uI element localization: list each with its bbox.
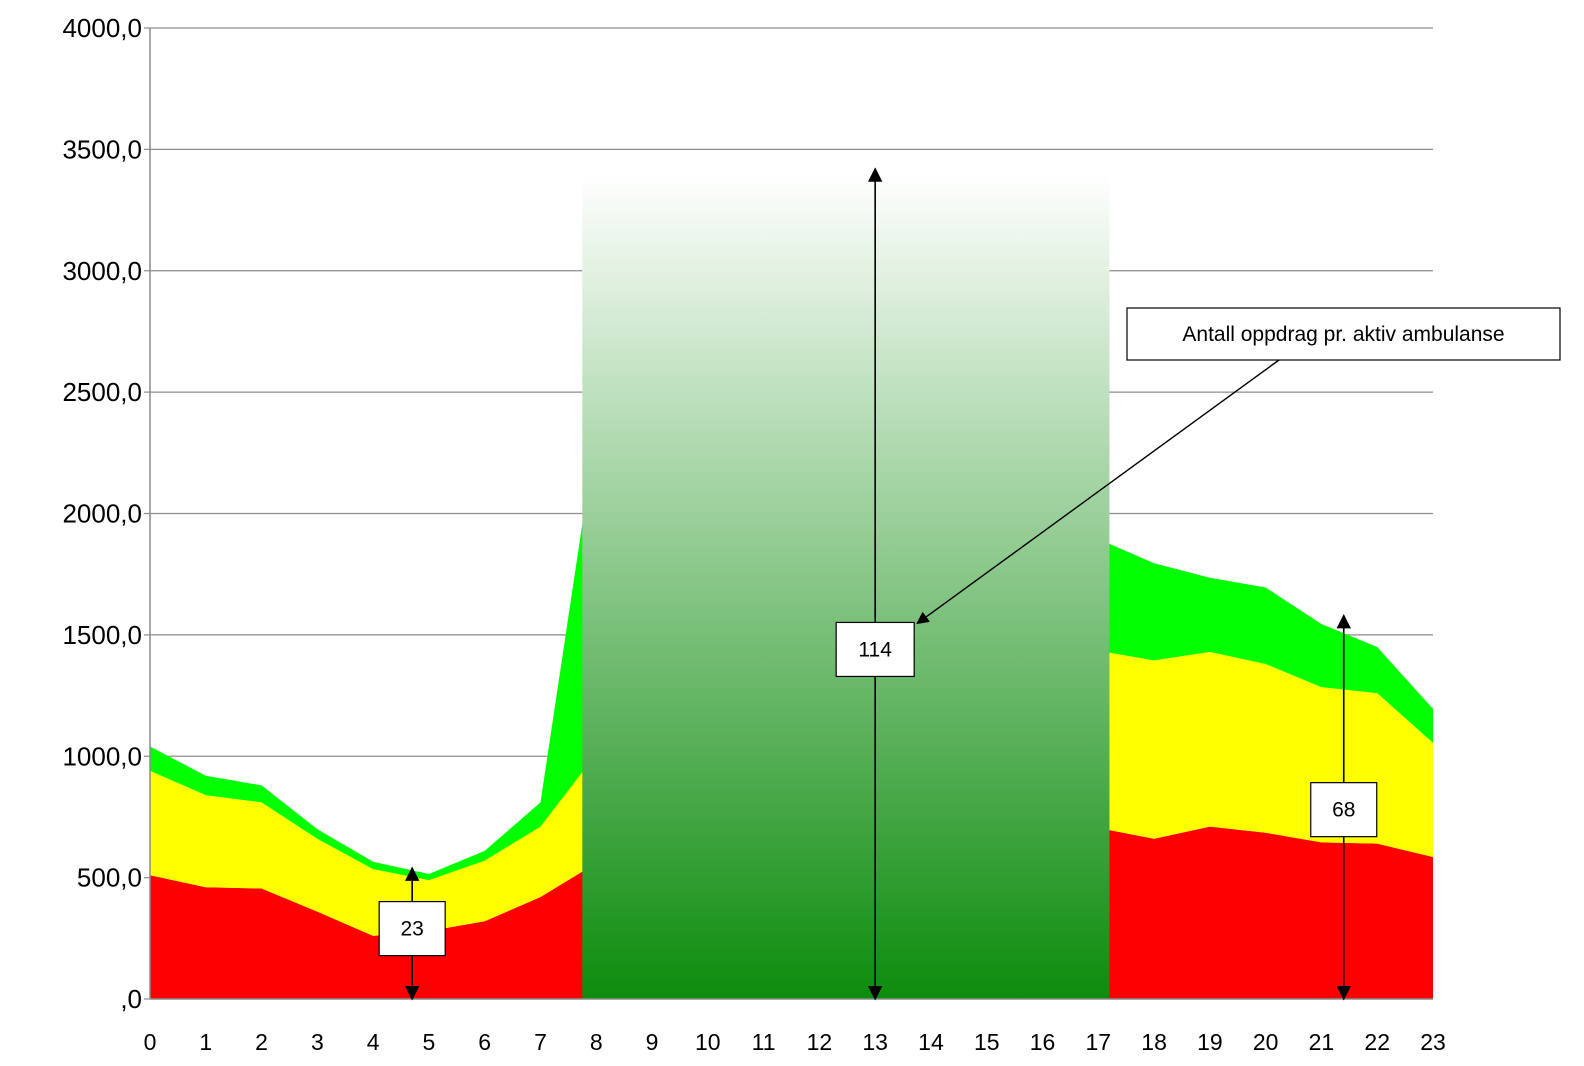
x-tick-label-2: 2 xyxy=(255,1029,268,1055)
callout-box xyxy=(1126,307,1561,361)
x-tick-label-9: 9 xyxy=(646,1029,659,1055)
annotation-label-2: 68 xyxy=(1332,799,1355,822)
axes: ,0500,01000,01500,02000,02500,03000,0350… xyxy=(62,13,1445,1055)
annotation-box-2 xyxy=(1310,782,1378,838)
x-tick-label-5: 5 xyxy=(423,1029,436,1055)
x-tick-label-11: 11 xyxy=(752,1029,776,1055)
x-tick-label-23: 23 xyxy=(1420,1029,1446,1055)
x-tick-label-16: 16 xyxy=(1030,1029,1056,1055)
y-tick-label-8: 4000,0 xyxy=(62,13,142,43)
x-tick-label-7: 7 xyxy=(534,1029,547,1055)
y-tick-label-1: 500,0 xyxy=(77,863,142,893)
y-tick-label-6: 3000,0 xyxy=(62,256,142,286)
x-tick-label-6: 6 xyxy=(478,1029,491,1055)
x-tick-label-19: 19 xyxy=(1197,1029,1223,1055)
callout-text: Antall oppdrag pr. aktiv ambulanse xyxy=(1182,323,1504,346)
overlay-rect xyxy=(582,173,1110,999)
annotation-box-1 xyxy=(378,901,446,957)
x-tick-label-18: 18 xyxy=(1141,1029,1167,1055)
annotation-label-1: 23 xyxy=(400,918,423,941)
x-tick-label-21: 21 xyxy=(1309,1029,1335,1055)
gradient-overlay xyxy=(582,173,1110,999)
annotation-label-0: 114 xyxy=(858,638,892,661)
x-tick-label-3: 3 xyxy=(311,1029,324,1055)
x-tick-label-13: 13 xyxy=(862,1029,888,1055)
y-tick-label-3: 1500,0 xyxy=(62,620,142,650)
y-tick-label-4: 2000,0 xyxy=(62,499,142,529)
x-tick-label-20: 20 xyxy=(1253,1029,1279,1055)
y-tick-label-2: 1000,0 xyxy=(62,741,142,771)
x-tick-label-1: 1 xyxy=(199,1029,212,1055)
x-tick-label-15: 15 xyxy=(974,1029,1000,1055)
x-tick-label-14: 14 xyxy=(918,1029,944,1055)
x-tick-label-0: 0 xyxy=(144,1029,157,1055)
x-tick-label-10: 10 xyxy=(695,1029,721,1055)
x-tick-label-4: 4 xyxy=(367,1029,380,1055)
y-tick-label-0: ,0 xyxy=(120,984,142,1014)
y-tick-label-7: 3500,0 xyxy=(62,134,142,164)
annotation-box-0 xyxy=(835,621,915,678)
callout-leader xyxy=(916,359,1280,625)
x-tick-label-17: 17 xyxy=(1086,1029,1112,1055)
x-tick-label-12: 12 xyxy=(807,1029,833,1055)
annotations: 114 23 68 Antall oppdrag pr. aktiv ambulans… xyxy=(378,167,1561,1001)
y-tick-label-5: 2500,0 xyxy=(62,377,142,407)
x-tick-label-8: 8 xyxy=(590,1029,603,1055)
x-tick-label-22: 22 xyxy=(1364,1029,1390,1055)
